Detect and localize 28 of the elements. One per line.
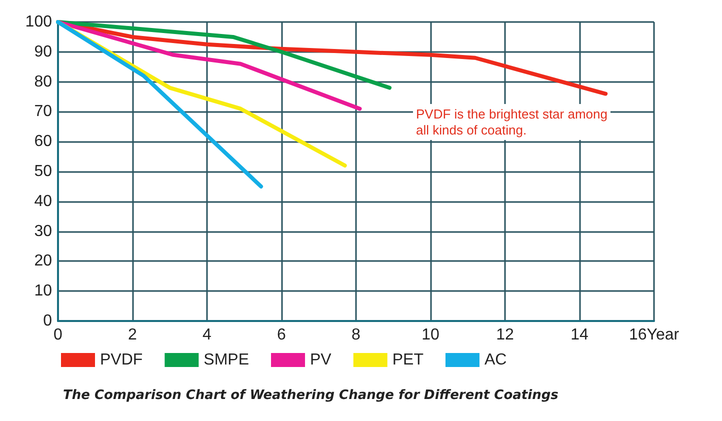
legend-label: AC	[484, 352, 507, 368]
legend-label: PVDF	[100, 352, 143, 368]
x-tick-label: 0	[54, 326, 63, 344]
legend-label: SMPE	[204, 352, 250, 368]
x-tick-label: 2	[128, 326, 138, 344]
legend-label: PET	[392, 352, 424, 368]
y-tick-label: 70	[34, 103, 52, 120]
y-tick-label: 20	[34, 252, 52, 270]
text: The Comparison Chart of Weathering Change for Different Coatings	[63, 388, 559, 403]
y-tick-label: 40	[34, 192, 52, 210]
y-tick-label: 50	[34, 163, 52, 180]
x-tick-label: 14	[570, 326, 588, 344]
x-tick-label: 4	[202, 326, 212, 344]
x-tick-label: 8	[352, 326, 361, 344]
y-tick-label: 100	[25, 14, 52, 30]
x-tick-label: 6	[277, 326, 286, 344]
line-series	[56, 20, 392, 90]
annotation: PVDF is the brightest star among all kinds of coating.	[416, 106, 608, 138]
y-tick-label: 30	[34, 222, 52, 240]
y-tick-label: 90	[34, 43, 52, 60]
y-tick-label: 60	[34, 133, 52, 150]
x-tick-label: 12	[496, 326, 514, 344]
y-tick-label: 0	[43, 312, 52, 330]
y-tick-label: 80	[34, 73, 52, 90]
legend-label: PV	[310, 352, 332, 368]
x-tick-label: 16Year	[628, 326, 680, 344]
x-tick-label: 10	[422, 326, 440, 344]
y-tick-label: 10	[34, 282, 52, 300]
